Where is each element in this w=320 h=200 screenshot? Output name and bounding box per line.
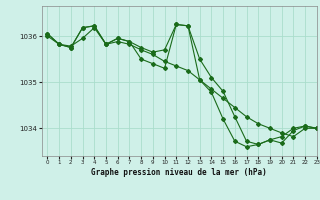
X-axis label: Graphe pression niveau de la mer (hPa): Graphe pression niveau de la mer (hPa) <box>91 168 267 177</box>
